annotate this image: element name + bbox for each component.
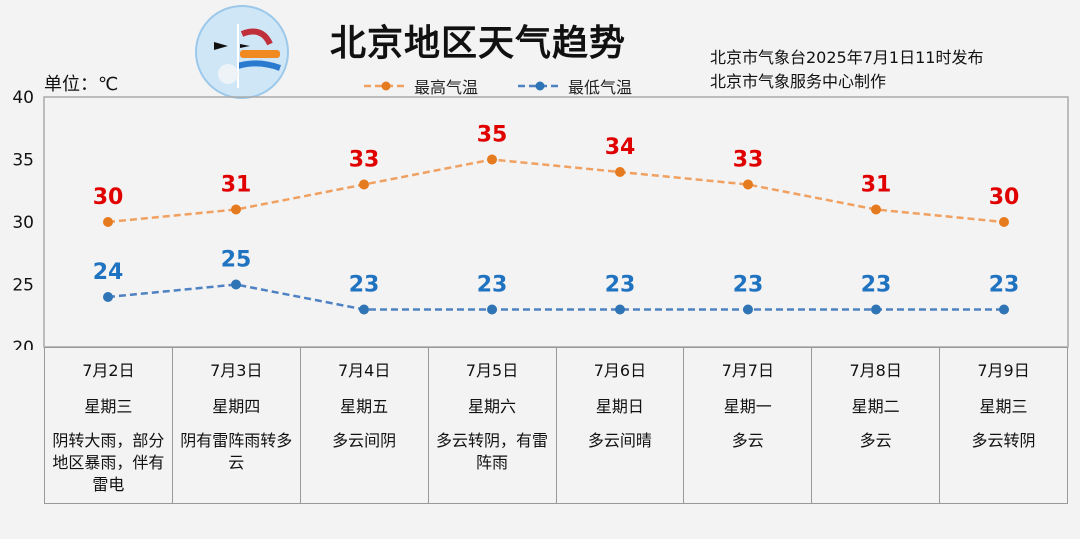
data-point bbox=[999, 217, 1009, 227]
producer-line: 北京市气象服务中心制作 bbox=[710, 72, 887, 91]
data-label: 30 bbox=[989, 185, 1020, 210]
data-label: 33 bbox=[733, 148, 764, 173]
data-point bbox=[359, 179, 369, 190]
data-label: 23 bbox=[733, 273, 764, 298]
data-label: 23 bbox=[349, 273, 380, 298]
forecast-day-cell: 7月5日星期六多云转阴，有雷阵雨 bbox=[427, 347, 557, 504]
forecast-table: 7月2日 星期三 阴转大雨，部分地区暴雨，伴有雷电 7月3日 星期四 阴有雷阵雨转多云 7月… bbox=[44, 347, 1068, 504]
series-line-1 bbox=[107, 283, 1004, 311]
legend-low-label: 最低气温 bbox=[568, 78, 633, 97]
data-label: 24 bbox=[93, 260, 124, 285]
weather-description: 多云间晴 bbox=[587, 431, 652, 450]
date-label: 7月6日 bbox=[593, 361, 647, 380]
y-tick-label: 20 bbox=[12, 338, 34, 350]
plot-area: 20 25 30 35 40 30 31 33 35 34 33 31 30 24 25 23 23 23 23 23… bbox=[12, 88, 1069, 350]
data-label: 23 bbox=[861, 273, 892, 298]
forecast-day-cell: 7月9日星期三多云转阴 bbox=[939, 347, 1068, 504]
weekday-label: 星期一 bbox=[723, 397, 772, 416]
date-label: 7月7日 bbox=[721, 361, 774, 380]
data-point bbox=[231, 204, 241, 215]
page-title: 北京地区天气趋势 bbox=[330, 23, 627, 64]
forecast-day-cell: 7月3日星期四阴有雷阵雨转多云 bbox=[171, 347, 301, 504]
y-axis-unit: 单位：℃ bbox=[44, 74, 119, 95]
data-label: 31 bbox=[861, 173, 892, 198]
date-label: 7月3日 bbox=[210, 361, 263, 380]
weather-description: 多云 bbox=[731, 431, 764, 450]
data-label: 23 bbox=[477, 273, 508, 298]
forecast-day-cell: 7月2日星期三阴转大雨，部分地区暴雨，伴有雷电 bbox=[44, 347, 173, 504]
legend-high-label: 最高气温 bbox=[414, 78, 479, 97]
forecast-day-cell: 7月6日星期日多云间晴 bbox=[555, 347, 685, 504]
weather-description: 多云转阴 bbox=[971, 431, 1036, 450]
y-tick-label: 40 bbox=[12, 88, 34, 108]
date-label: 7月2日 bbox=[82, 361, 135, 380]
date-label: 7月5日 bbox=[465, 361, 519, 380]
weather-description: 多云 bbox=[859, 431, 892, 450]
legend-item-high: 最高气温 bbox=[364, 74, 478, 98]
data-point bbox=[615, 167, 625, 177]
data-point bbox=[103, 217, 113, 227]
data-label: 23 bbox=[989, 273, 1020, 298]
series-line-0 bbox=[107, 158, 1005, 224]
data-point bbox=[999, 304, 1009, 315]
weekday-label: 星期日 bbox=[595, 397, 644, 416]
weather-description: 阴有雷阵雨转多云 bbox=[180, 431, 293, 472]
data-label: 30 bbox=[93, 185, 124, 210]
weather-description: 多云转阴，有雷阵雨 bbox=[436, 431, 549, 472]
weekday-label: 星期三 bbox=[84, 397, 133, 416]
forecast-day-cell: 7月8日星期二多云 bbox=[811, 347, 941, 504]
data-label: 34 bbox=[605, 135, 636, 160]
data-point bbox=[743, 304, 753, 315]
data-point bbox=[487, 304, 497, 315]
publisher-line: 北京市气象台2025年7月1日11时发布 bbox=[710, 48, 984, 67]
forecast-day-cell: 7月7日星期一多云 bbox=[683, 347, 813, 504]
legend-high-marker-icon bbox=[364, 81, 408, 91]
weekday-label: 星期三 bbox=[979, 397, 1028, 416]
data-point bbox=[231, 279, 241, 290]
data-point bbox=[871, 304, 881, 315]
data-label: 31 bbox=[221, 173, 252, 198]
weekday-label: 星期五 bbox=[340, 397, 389, 416]
weekday-label: 星期四 bbox=[212, 397, 261, 416]
data-label: 33 bbox=[349, 148, 380, 173]
date-label: 7月8日 bbox=[849, 361, 902, 380]
data-point bbox=[743, 179, 753, 190]
y-tick-label: 25 bbox=[12, 276, 34, 296]
y-tick-label: 35 bbox=[12, 151, 34, 171]
data-point bbox=[103, 292, 113, 302]
weekday-label: 星期六 bbox=[468, 397, 517, 416]
data-point bbox=[871, 204, 881, 215]
data-point bbox=[487, 154, 497, 165]
data-point bbox=[615, 304, 625, 315]
date-label: 7月4日 bbox=[338, 361, 391, 380]
data-label: 23 bbox=[605, 273, 636, 298]
data-label: 25 bbox=[221, 248, 252, 273]
data-label: 35 bbox=[477, 123, 508, 148]
forecast-day-cell: 7月4日星期五多云间阴 bbox=[299, 347, 429, 504]
legend-item-low: 最低气温 bbox=[518, 74, 632, 98]
beijing-meteorological-logo bbox=[195, 5, 289, 99]
weekday-label: 星期二 bbox=[851, 397, 900, 416]
weather-description: 阴转大雨，部分地区暴雨，伴有雷电 bbox=[52, 431, 165, 494]
legend-low-marker-icon bbox=[518, 81, 562, 91]
date-label: 7月9日 bbox=[977, 361, 1030, 380]
y-tick-label: 30 bbox=[12, 213, 34, 233]
weather-description: 多云间阴 bbox=[332, 431, 397, 450]
data-point bbox=[359, 304, 369, 315]
